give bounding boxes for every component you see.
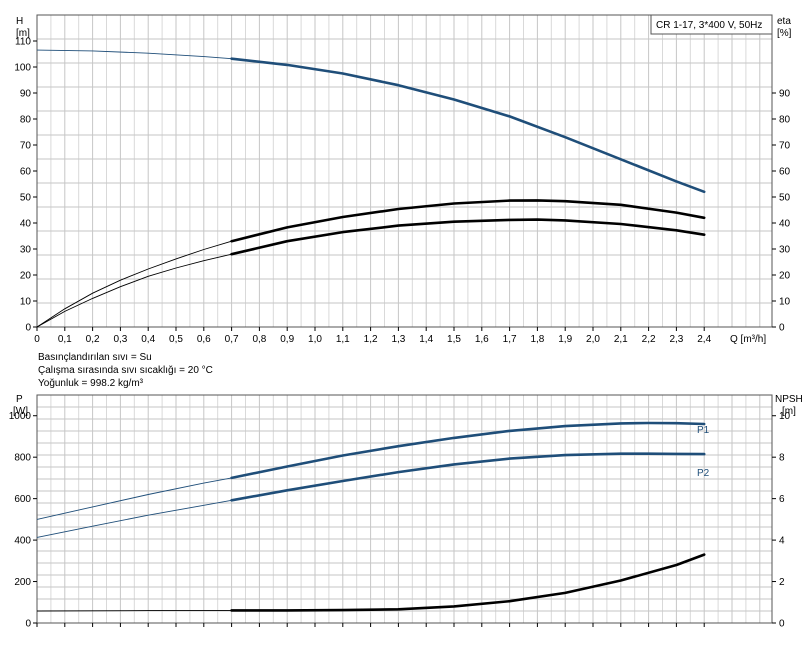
- eta_lower-curve-extended: [36, 253, 232, 328]
- eta_upper-curve-extended: [36, 240, 232, 328]
- head-curve-extended: [36, 49, 232, 60]
- head-efficiency-chart: 0 10 20 30 40 50 60 70 80 90 100 110 0 10 20 30 40 50 60 70…: [14, 14, 792, 346]
- x-axis-tick-label: 1,6: [475, 334, 489, 345]
- bottom-curves: [36, 421, 706, 612]
- p2-curve: [230, 452, 706, 502]
- left-axis-tick-label: 800: [14, 453, 31, 464]
- bottom-gridlines: [37, 395, 772, 623]
- p2-legend-label: P2: [697, 468, 710, 479]
- x-axis-tick-label: 1,5: [447, 334, 461, 345]
- bottom-right-axis-label: NPSH: [775, 394, 803, 405]
- left-axis-tick-label: 200: [14, 577, 31, 588]
- top-left-axis-label: H: [16, 16, 23, 27]
- top-tick-labels: 0 10 20 30 40 50 60 70 80 90 100 110 0 10 20 30 40 50 60 70…: [14, 37, 790, 346]
- x-axis-tick-label: 0,3: [113, 334, 127, 345]
- x-axis-tick-label: 2,2: [642, 334, 656, 345]
- bottom-right-axis-unit: [m]: [782, 406, 796, 417]
- x-axis-tick-label: 1,2: [364, 334, 378, 345]
- eta_lower-curve: [230, 218, 706, 256]
- x-axis-tick-label: 1,3: [391, 334, 405, 345]
- right-axis-tick-label: 60: [779, 167, 791, 178]
- chart-title: CR 1-17, 3*400 V, 50Hz: [656, 20, 762, 31]
- right-axis-tick-label: 70: [779, 141, 791, 152]
- x-axis-tick-label: 2,4: [697, 334, 711, 345]
- x-axis-tick-label: 1,8: [530, 334, 544, 345]
- right-axis-tick-label: 2: [779, 577, 785, 588]
- x-axis-tick-label: 1,4: [419, 334, 433, 345]
- p1-legend-label: P1: [697, 425, 710, 436]
- left-axis-tick-label: 20: [20, 271, 32, 282]
- left-axis-tick-label: 400: [14, 536, 31, 547]
- x-axis-tick-label: 0,7: [225, 334, 239, 345]
- right-axis-tick-label: 0: [779, 323, 785, 334]
- fluid-info: Basınçlandırılan sıvı = Su Çalışma sıras…: [38, 352, 213, 389]
- right-axis-tick-label: 80: [779, 115, 791, 126]
- top-right-axis-unit: [%]: [777, 28, 792, 39]
- left-axis-tick-label: 50: [20, 193, 32, 204]
- eta_upper-curve: [230, 199, 706, 243]
- right-axis-tick-label: 90: [779, 89, 791, 100]
- x-axis-tick-label: 2,0: [586, 334, 600, 345]
- right-axis-tick-label: 0: [779, 619, 785, 630]
- x-axis-tick-label: 1,7: [503, 334, 517, 345]
- left-axis-tick-label: 90: [20, 89, 32, 100]
- top-left-axis-unit: [m]: [16, 28, 30, 39]
- p2-curve-extended: [36, 499, 232, 538]
- p1-curve: [230, 421, 706, 480]
- left-axis-tick-label: 70: [20, 141, 32, 152]
- chart-title-box: [650, 14, 773, 35]
- top-plot-frame: [36, 14, 773, 328]
- right-axis-tick-label: 50: [779, 193, 791, 204]
- right-axis-tick-label: 30: [779, 245, 791, 256]
- x-axis-label: Q [m³/h]: [730, 334, 766, 345]
- left-axis-tick-label: 80: [20, 115, 32, 126]
- bottom-plot-frame: [36, 394, 773, 624]
- left-axis-tick-label: 600: [14, 494, 31, 505]
- fluid-info-line-2: Çalışma sırasında sıvı sıcaklığı = 20 °C: [38, 365, 213, 376]
- top-curves: [36, 49, 706, 328]
- x-axis-tick-label: 1,0: [308, 334, 322, 345]
- left-axis-tick-label: 60: [20, 167, 32, 178]
- top-gridlines: [37, 15, 772, 327]
- right-axis-tick-label: 10: [779, 411, 791, 422]
- left-axis-tick-label: 40: [20, 219, 32, 230]
- fluid-info-line-1: Basınçlandırılan sıvı = Su: [38, 352, 152, 363]
- x-axis-tick-label: 0,8: [252, 334, 266, 345]
- x-axis-tick-label: 0: [34, 334, 40, 345]
- right-axis-tick-label: 4: [779, 536, 785, 547]
- left-axis-tick-label: 1000: [9, 411, 32, 422]
- fluid-info-line-3: Yoğunluk = 998.2 kg/m³: [38, 378, 144, 389]
- top-right-axis-label: eta: [777, 16, 791, 27]
- right-axis-tick-label: 10: [779, 297, 791, 308]
- npsh-curve: [230, 553, 706, 612]
- bottom-tick-labels: 0 200 400 600 800 1000 0 2 4 6 8 10: [9, 411, 791, 629]
- left-axis-tick-label: 110: [15, 37, 31, 48]
- left-axis-tick-label: 0: [25, 323, 31, 334]
- npsh-curve-extended: [36, 609, 232, 612]
- left-axis-tick-label: 0: [25, 619, 31, 630]
- right-axis-tick-label: 40: [779, 219, 791, 230]
- p1-curve-extended: [36, 477, 232, 520]
- left-axis-tick-label: 30: [20, 245, 32, 256]
- x-axis-tick-label: 0,1: [58, 334, 72, 345]
- head-curve: [230, 57, 706, 194]
- x-axis-tick-label: 2,1: [614, 334, 628, 345]
- x-axis-tick-label: 0,9: [280, 334, 294, 345]
- bottom-left-axis-label: P: [16, 394, 23, 405]
- left-axis-tick-label: 100: [14, 63, 31, 74]
- x-axis-tick-label: 0,5: [169, 334, 183, 345]
- right-axis-tick-label: 8: [779, 453, 785, 464]
- right-axis-tick-label: 20: [779, 271, 791, 282]
- x-axis-tick-label: 1,9: [558, 334, 572, 345]
- left-axis-tick-label: 10: [20, 297, 32, 308]
- right-axis-tick-label: 6: [779, 494, 785, 505]
- x-axis-tick-label: 0,4: [141, 334, 155, 345]
- x-axis-tick-label: 1,1: [336, 334, 350, 345]
- x-axis-tick-label: 0,6: [197, 334, 211, 345]
- x-axis-tick-label: 0,2: [86, 334, 100, 345]
- x-axis-tick-label: 2,3: [669, 334, 683, 345]
- bottom-left-axis-unit: [W]: [13, 406, 28, 417]
